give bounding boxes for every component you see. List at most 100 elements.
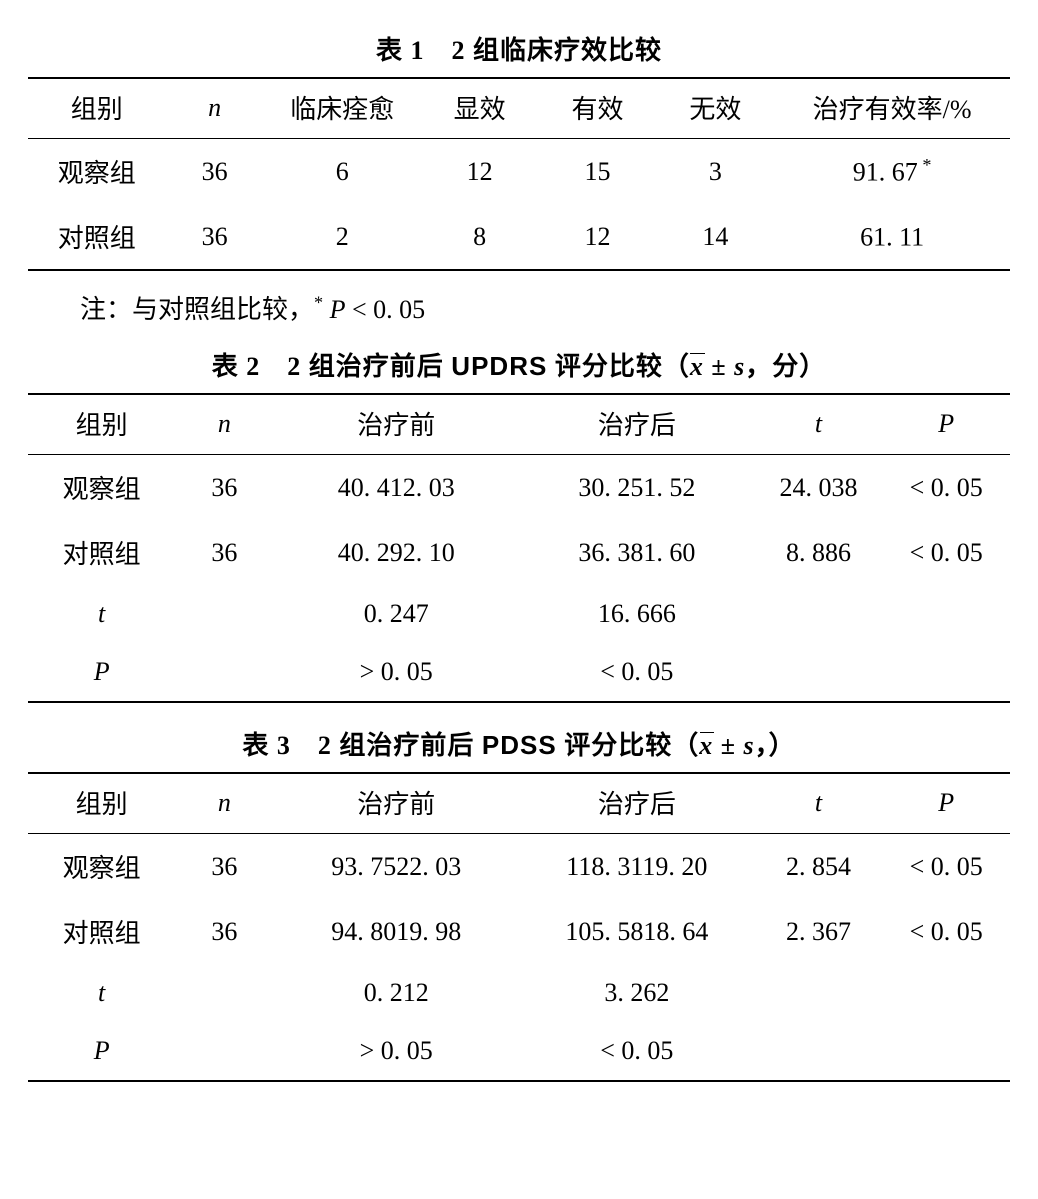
cell-p: < 0. 05 [882,899,1010,964]
cell-n [175,585,273,643]
table1-h-group: 组别 [28,78,165,139]
cell-t: 24. 038 [755,455,883,521]
cell-group: t [28,964,175,1022]
table3-row-2: t 0. 212 3. 262 [28,964,1010,1022]
t3-cap-stat: ± s [713,731,754,760]
cell-n: 36 [165,204,263,270]
table2-header-row: 组别 n 治疗前 治疗后 t P [28,394,1010,455]
cell-post: 118. 3119. 20 [519,834,755,900]
cell-rate: 91. 67 * [774,139,1010,205]
cell-marked: 8 [421,204,539,270]
cell-ineffective: 3 [656,139,774,205]
table1-caption-prefix: 表 1 [376,36,452,65]
cell-t [755,964,883,1022]
cell-ineffective: 14 [656,204,774,270]
t2-h-group: 组别 [28,394,175,455]
table1-caption-text: 2 组临床疗效比较 [452,36,663,65]
cell-post: 36. 381. 60 [519,520,755,585]
cell-post: 30. 251. 52 [519,455,755,521]
table1: 组别 n 临床痊愈 显效 有效 无效 治疗有效率/% 观察组 36 6 12 1… [28,77,1010,271]
cell-effective: 15 [539,139,657,205]
cell-p: < 0. 05 [882,834,1010,900]
cell-pre: 40. 412. 03 [273,455,519,521]
table1-h-rate: 治疗有效率/% [774,78,1010,139]
cell-n: 36 [175,455,273,521]
cell-n [175,1022,273,1081]
cell-pre: > 0. 05 [273,1022,519,1081]
cell-p [882,643,1010,702]
cell-group: 观察组 [28,455,175,521]
note-stat: P [323,295,345,324]
cell-group: 对照组 [28,520,175,585]
t2-cap-c: ，分） [745,352,826,381]
cell-p: < 0. 05 [882,520,1010,585]
t2-h-post: 治疗后 [519,394,755,455]
note-prefix: 注：与对照组比较， [80,295,314,324]
cell-group: 观察组 [28,139,165,205]
note-sup: * [314,292,323,312]
cell-n: 36 [175,899,273,964]
cell-group: t [28,585,175,643]
table2-row-3: P > 0. 05 < 0. 05 [28,643,1010,702]
table3-row-1: 对照组 36 94. 8019. 98 105. 5818. 64 2. 367… [28,899,1010,964]
cell-t: 2. 367 [755,899,883,964]
t2-h-n: n [175,394,273,455]
t2-cap-a: 2 组治疗前后 [287,352,451,381]
table3-header-row: 组别 n 治疗前 治疗后 t P [28,773,1010,834]
cell-t: 8. 886 [755,520,883,585]
table2-row-2: t 0. 247 16. 666 [28,585,1010,643]
table1-h-ineffective: 无效 [656,78,774,139]
table1-header-row: 组别 n 临床痊愈 显效 有效 无效 治疗有效率/% [28,78,1010,139]
cell-p [882,964,1010,1022]
cell-pre: 94. 8019. 98 [273,899,519,964]
table1-h-effective: 有效 [539,78,657,139]
cell-pre: 0. 212 [273,964,519,1022]
cell-p [882,1022,1010,1081]
t3-h-p: P [882,773,1010,834]
table3-row-0: 观察组 36 93. 7522. 03 118. 3119. 20 2. 854… [28,834,1010,900]
cell-group: 对照组 [28,204,165,270]
cell-group: 对照组 [28,899,175,964]
note-tail: < 0. 05 [346,295,426,324]
table1-h-n: n [165,78,263,139]
t2-h-p: P [882,394,1010,455]
t3-h-t: t [755,773,883,834]
cell-group: P [28,1022,175,1081]
cell-marked: 12 [421,139,539,205]
cell-p [882,585,1010,643]
cell-n [175,643,273,702]
cell-pre: > 0. 05 [273,643,519,702]
t3-cap-b: 评分比较（ [557,731,700,760]
cell-t [755,585,883,643]
t2-cap-stat: ± s [704,352,745,381]
cell-group: P [28,643,175,702]
cell-pre: 93. 7522. 03 [273,834,519,900]
t3-cap-c: ，） [755,731,796,760]
cell-n: 36 [175,520,273,585]
table1-caption: 表 1 2 组临床疗效比较 [28,30,1010,67]
t2-cap-prefix: 表 2 [212,352,288,381]
cell-cure: 6 [264,139,421,205]
table2-row-1: 对照组 36 40. 292. 10 36. 381. 60 8. 886 < … [28,520,1010,585]
cell-post: < 0. 05 [519,1022,755,1081]
cell-n: 36 [175,834,273,900]
t2-h-pre: 治疗前 [273,394,519,455]
table3: 组别 n 治疗前 治疗后 t P 观察组 36 93. 7522. 03 118… [28,772,1010,1082]
cell-rate: 61. 11 [774,204,1010,270]
t3-h-n: n [175,773,273,834]
t3-cap-sans: PDSS [482,730,557,760]
xbar-icon: x [699,731,713,761]
cell-n [175,964,273,1022]
cell-t [755,643,883,702]
cell-t: 2. 854 [755,834,883,900]
t3-h-post: 治疗后 [519,773,755,834]
table1-note: 注：与对照组比较，* P < 0. 05 [28,271,1010,340]
cell-cure: 2 [264,204,421,270]
table2-caption: 表 2 2 组治疗前后 UPDRS 评分比较（x ± s，分） [28,346,1010,383]
cell-post: 105. 5818. 64 [519,899,755,964]
t2-h-t: t [755,394,883,455]
t3-h-pre: 治疗前 [273,773,519,834]
table1-h-marked: 显效 [421,78,539,139]
table1-h-cure: 临床痊愈 [264,78,421,139]
table3-row-3: P > 0. 05 < 0. 05 [28,1022,1010,1081]
